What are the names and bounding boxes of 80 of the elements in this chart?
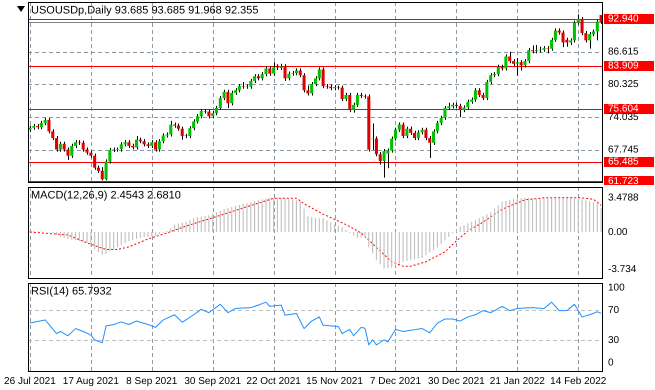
ref-line-label: 83.909	[608, 60, 640, 72]
x-tick-label: 14 Feb 2022	[550, 376, 607, 387]
candlestick	[272, 62, 276, 76]
candlestick	[402, 122, 405, 139]
candlestick	[485, 79, 488, 101]
y-tick-label: 30	[608, 335, 620, 346]
candlestick	[62, 141, 66, 152]
ref-line-label: 92.940	[608, 14, 640, 25]
candlestick	[158, 138, 161, 152]
candlestick	[226, 89, 230, 108]
candlestick	[496, 64, 500, 77]
candlestick	[466, 99, 470, 110]
candlestick	[508, 51, 512, 64]
candlestick	[169, 120, 172, 138]
candlestick	[188, 126, 192, 139]
candlestick	[214, 105, 218, 116]
candlestick	[504, 54, 508, 72]
y-tick-label: 70	[608, 304, 620, 316]
candlestick	[322, 66, 325, 89]
candlestick	[458, 103, 462, 118]
x-tick-label: 22 Oct 2021	[246, 376, 302, 387]
x-tick-label: 17 Aug 2021	[62, 376, 120, 387]
candlestick	[416, 130, 420, 141]
x-tick-label: 30 Sep 2021	[184, 376, 242, 387]
y-tick-label: 74.035	[608, 112, 640, 123]
candlestick	[398, 122, 401, 132]
y-tick-label: 86.615	[608, 46, 640, 58]
candlestick	[154, 140, 158, 152]
candlestick	[538, 46, 542, 53]
candlestick	[371, 123, 374, 151]
x-tick-label: 26 Jul 2021	[4, 376, 56, 387]
chart-title: USOUSDp,Daily 93.685 93.685 91.968 92.355	[31, 4, 258, 17]
candlestick	[120, 142, 123, 152]
candlestick	[264, 66, 268, 77]
ref-line-label: 65.485	[608, 156, 640, 168]
candlestick	[218, 95, 222, 111]
candlestick	[348, 92, 352, 113]
candlestick	[100, 166, 104, 181]
candlestick	[47, 117, 50, 134]
y-tick-label: 100	[608, 282, 626, 294]
candlestick	[230, 90, 234, 106]
x-tick-label: 21 Jan 2022	[490, 376, 546, 387]
candlestick	[310, 81, 314, 96]
candlestick	[58, 141, 62, 152]
candlestick	[93, 153, 96, 170]
candlestick	[527, 48, 530, 64]
candlestick	[412, 130, 416, 141]
candlestick	[135, 136, 138, 150]
candlestick	[70, 143, 74, 158]
candlestick	[516, 58, 519, 76]
y-tick-label: -3.734	[608, 264, 637, 275]
chart-title: MACD(12,26,9) 2.4543 2.6810	[31, 190, 181, 202]
candlestick	[302, 72, 306, 93]
candlestick	[424, 127, 428, 141]
x-tick-label: 15 Nov 2021	[306, 376, 364, 387]
candlestick	[520, 60, 523, 72]
x-tick-label: 7 Dec 2021	[370, 376, 422, 387]
y-tick-label: 67.745	[608, 144, 640, 156]
candlestick	[284, 64, 287, 82]
candlestick	[82, 140, 85, 152]
candlestick	[561, 30, 565, 48]
x-tick-label: 8 Sep 2021	[126, 376, 178, 387]
candlestick	[268, 66, 272, 76]
chart-title: RSI(14) 65.7932	[31, 286, 112, 298]
candlestick	[180, 126, 184, 140]
candlestick	[405, 126, 408, 139]
candlestick	[249, 78, 252, 90]
y-tick-label: 0.00	[608, 226, 628, 238]
candlestick	[474, 88, 477, 102]
candlestick	[572, 20, 576, 43]
candlestick	[382, 148, 386, 178]
y-tick-label: 80.325	[608, 79, 640, 90]
candlestick	[588, 32, 592, 50]
candlestick	[546, 46, 550, 54]
candlestick	[340, 85, 344, 102]
x-tick-label: 30 Dec 2021	[428, 376, 486, 387]
candlestick	[596, 19, 599, 41]
y-tick-label: 0	[608, 358, 614, 369]
y-tick-label: 3.4788	[608, 192, 640, 204]
ref-line-label: 61.723	[608, 176, 640, 187]
